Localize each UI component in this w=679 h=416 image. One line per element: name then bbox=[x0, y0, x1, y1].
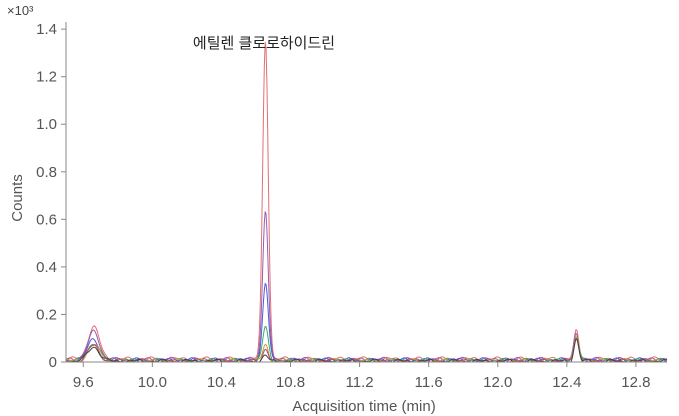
peak-annotation-label: 에틸렌 클로로하이드린 bbox=[193, 35, 335, 52]
x-tick-label: 12.4 bbox=[552, 374, 581, 391]
series-layer bbox=[65, 42, 668, 363]
y-tick-label: 0 bbox=[49, 354, 57, 371]
series-line bbox=[66, 338, 668, 363]
y-tick-label: 1.2 bbox=[36, 69, 57, 86]
x-tick-label: 9.6 bbox=[73, 374, 94, 391]
y-tick-label: 0.4 bbox=[36, 259, 57, 276]
x-tick-label: 10.8 bbox=[276, 374, 305, 391]
y-axis-label: Counts bbox=[9, 174, 26, 222]
x-axis-ticks: 9.6 10.0 10.4 10.8 11.2 11.6 12.0 12.4 12.8 bbox=[73, 362, 651, 391]
x-tick-label: 11.2 bbox=[346, 374, 374, 391]
y-axis-ticks: 0 0.2 0.4 0.6 0.8 1.0 1.2 1.4 bbox=[36, 21, 66, 371]
y-tick-label: 0.8 bbox=[36, 164, 57, 181]
y-tick-label: 1.0 bbox=[36, 116, 57, 133]
x-tick-label: 11.6 bbox=[415, 374, 443, 391]
x-tick-label: 10.0 bbox=[138, 374, 167, 391]
x-axis-label: Acquisition time (min) bbox=[292, 398, 435, 415]
y-tick-label: 0.6 bbox=[36, 211, 57, 228]
y-scale-multiplier: ×10³ bbox=[7, 3, 34, 18]
x-tick-label: 12.8 bbox=[621, 374, 650, 391]
series-line bbox=[65, 282, 668, 363]
y-tick-label: 1.4 bbox=[36, 21, 57, 38]
x-tick-label: 12.0 bbox=[483, 374, 512, 391]
series-line bbox=[65, 42, 668, 363]
x-tick-label: 10.4 bbox=[207, 374, 236, 391]
y-tick-label: 0.2 bbox=[36, 306, 57, 323]
